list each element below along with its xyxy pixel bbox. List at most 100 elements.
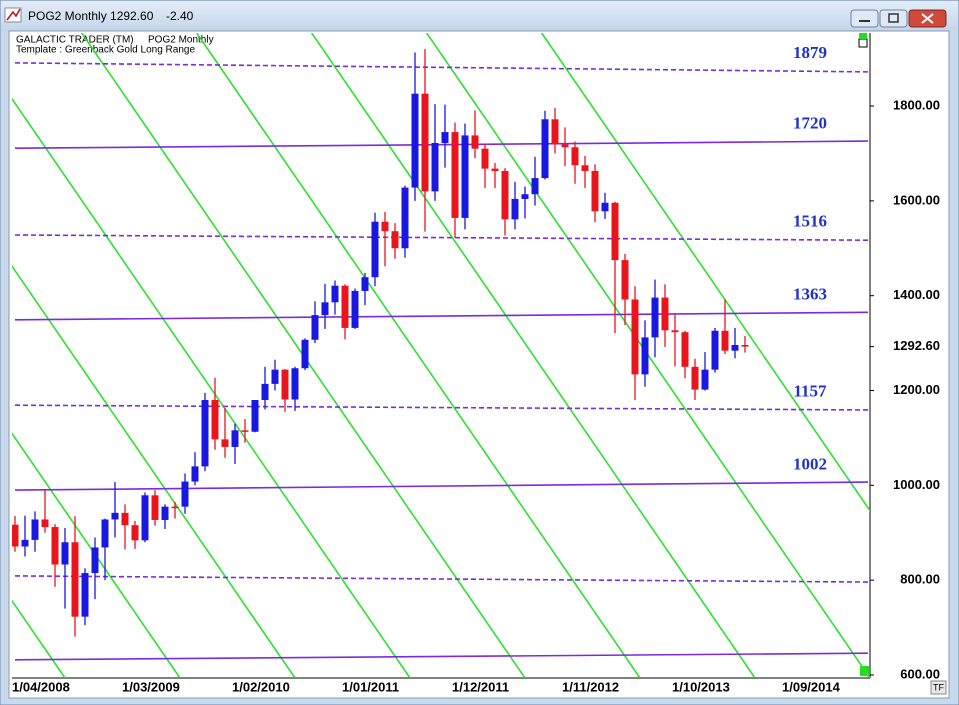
- candle-body: [81, 573, 89, 617]
- candle-body: [391, 231, 399, 249]
- candle-body: [31, 519, 39, 540]
- level-label: 1879: [793, 43, 827, 62]
- panel-button[interactable]: [858, 38, 868, 48]
- tf-button[interactable]: [930, 680, 947, 695]
- fan-line: [196, 33, 641, 678]
- fan-line: [12, 432, 181, 678]
- candle-body: [291, 368, 299, 400]
- candle-body: [631, 299, 639, 375]
- candle-body: [281, 369, 289, 400]
- candle-body: [491, 168, 499, 171]
- candle-body: [71, 542, 79, 617]
- header-symbol: POG2 Monthly: [148, 35, 214, 46]
- y-tick-label: 1800.00: [893, 97, 940, 112]
- candle-body: [381, 221, 389, 232]
- y-tick-label: 600.00: [900, 666, 940, 681]
- restore-button[interactable]: [879, 9, 908, 28]
- candle-body: [331, 285, 339, 303]
- y-tick-label: 1400.00: [893, 287, 940, 302]
- candle-body: [471, 135, 479, 149]
- candle-body: [171, 506, 179, 509]
- level-label: 1002: [793, 454, 827, 473]
- candle-body: [451, 132, 459, 218]
- candle-body: [421, 93, 429, 192]
- candle-body: [351, 290, 359, 328]
- candle-body: [221, 439, 229, 447]
- x-tick-label: 1/04/2008: [12, 679, 70, 694]
- level-label: 1720: [793, 114, 827, 133]
- fan-line: [12, 97, 411, 678]
- level-label: 1157: [793, 382, 827, 401]
- candle-body: [511, 198, 519, 220]
- candle-body: [311, 315, 319, 340]
- window-title: POG2 Monthly 1292.60: [28, 9, 154, 23]
- candle-body: [101, 519, 109, 548]
- candle-body: [551, 119, 559, 145]
- minimize-button[interactable]: [850, 9, 879, 28]
- level-line: [14, 234, 869, 242]
- candle-body: [701, 369, 709, 390]
- candle-body: [211, 399, 219, 440]
- fan-line: [311, 33, 756, 678]
- restore-glyph: [888, 13, 899, 23]
- candle-body: [601, 202, 609, 212]
- candle-body: [461, 135, 469, 218]
- app-icon-glyph: [6, 8, 21, 21]
- candle-body: [741, 344, 749, 347]
- close-glyph: [921, 13, 934, 24]
- x-tick-label: 1/12/2011: [452, 679, 509, 694]
- level-line: [14, 404, 869, 411]
- level-label: 1516: [793, 212, 827, 231]
- candle-body: [501, 170, 509, 220]
- candle-body: [591, 170, 599, 212]
- fan-line: [541, 33, 870, 513]
- last-price-label: 1292.60: [893, 338, 940, 353]
- candle-body: [151, 495, 159, 520]
- candle-body: [521, 194, 529, 199]
- y-tick-label: 1600.00: [893, 192, 940, 207]
- candle-body: [431, 143, 439, 192]
- x-tick-label: 1/10/2013: [672, 679, 730, 694]
- candle-body: [561, 144, 569, 148]
- window-change: -2.40: [166, 9, 194, 23]
- window-buttons: [850, 9, 947, 28]
- level-label: 1363: [793, 285, 827, 304]
- candle-body: [671, 330, 679, 333]
- candle-body: [721, 330, 729, 351]
- level-line: [14, 575, 869, 583]
- candle-body: [111, 512, 119, 520]
- level-line: [14, 311, 869, 321]
- candle-body: [651, 297, 659, 338]
- candle-body: [141, 495, 149, 541]
- candle-body: [41, 519, 49, 528]
- x-tick-label: 1/09/2014: [782, 679, 841, 694]
- candle-body: [611, 202, 619, 261]
- candle-body: [341, 285, 349, 328]
- fan-line: [12, 264, 296, 678]
- candle-body: [361, 277, 369, 291]
- title-bar: [1, 1, 958, 31]
- candle-body: [401, 187, 409, 249]
- x-tick-label: 1/02/2010: [232, 679, 290, 694]
- candle-body: [641, 337, 649, 375]
- candle-body: [711, 330, 719, 370]
- candle-body: [581, 165, 589, 171]
- candle-body: [321, 302, 329, 316]
- axes: 1879 1720 1516 1363 1157 1002 600.00 800.00 1000…: [12, 43, 940, 694]
- x-tick-label: 1/01/2011: [342, 679, 399, 694]
- candle-body: [12, 524, 19, 547]
- app-header: GALACTIC TRADER (TM): [16, 35, 134, 46]
- x-tick-label: 1/11/2012: [562, 679, 619, 694]
- candle-body: [131, 525, 139, 541]
- candle-body: [301, 339, 309, 369]
- y-tick-label: 1000.00: [893, 477, 940, 492]
- candle-body: [411, 93, 419, 188]
- plot: [12, 33, 870, 678]
- candle-body: [21, 539, 29, 547]
- tf-button-label: TF: [933, 682, 944, 692]
- level-line: [14, 481, 869, 491]
- level-line: [14, 140, 869, 150]
- candle-body: [691, 366, 699, 390]
